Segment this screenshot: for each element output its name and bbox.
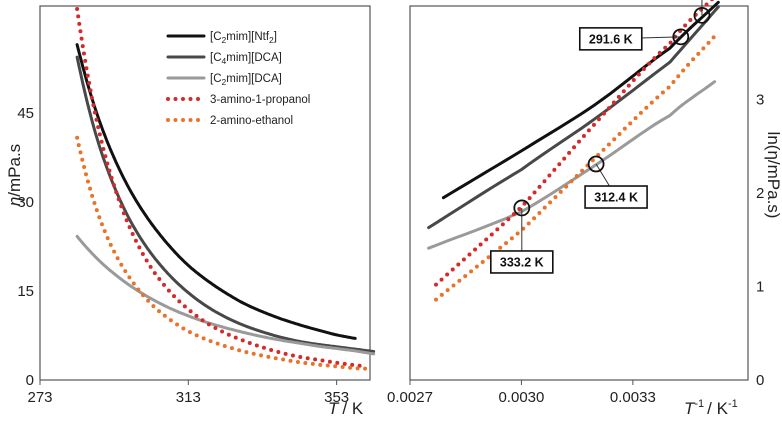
left-y-ticks: 0 15 30 45 xyxy=(17,105,34,389)
legend-label-text: [C xyxy=(210,31,222,43)
right-series-line-1 xyxy=(427,5,720,230)
right-y-tick-label: 3 xyxy=(756,92,764,109)
legend-label-text: mim][Ntf xyxy=(226,31,270,43)
left-x-ticks: 273 313 353 xyxy=(27,380,349,406)
legend-label-text: 3-amino-1-propanol xyxy=(210,94,310,106)
right-x-label-unit-sup: -1 xyxy=(728,398,738,410)
legend-label-text: ] xyxy=(274,31,277,43)
legend-label-text: [C xyxy=(210,52,222,64)
right-plot-frame xyxy=(409,5,749,381)
left-x-tick-label: 273 xyxy=(27,389,52,406)
legend-label: 2-amino-ethanol xyxy=(210,115,293,127)
left-x-tick-label: 353 xyxy=(324,389,349,406)
callout-circle-marker xyxy=(587,155,605,173)
callout-circle-marker xyxy=(693,6,711,24)
left-x-label-var: T xyxy=(328,399,340,418)
right-series-line-3 xyxy=(434,0,715,287)
right-y-tick-label: 2 xyxy=(756,185,764,202)
callout-circle-marker xyxy=(672,28,690,46)
callout-box xyxy=(489,250,554,274)
legend-label: 3-amino-1-propanol xyxy=(210,94,310,106)
left-y-tick-label: 15 xyxy=(17,283,34,300)
right-x-tick-label: 0.0033 xyxy=(610,389,656,406)
right-x-axis-label: T-1/ K-1 xyxy=(684,398,738,418)
left-series-line-2 xyxy=(75,234,376,356)
callout-box xyxy=(584,185,648,209)
left-y-tick-label: 30 xyxy=(17,194,34,211)
legend-label-text: mim][DCA] xyxy=(226,73,282,85)
left-series-line-3 xyxy=(75,7,369,369)
right-series-line-2 xyxy=(427,80,717,250)
legend-label: [C4mim][DCA] xyxy=(210,52,282,66)
right-x-label-var: T xyxy=(684,399,696,418)
left-y-axis-label: η/mPa.s xyxy=(5,144,24,206)
right-y-tick-label: 0 xyxy=(756,372,764,389)
legend-label: [C2mim][Ntf2] xyxy=(210,31,277,45)
left-y-tick-label: 0 xyxy=(26,372,34,389)
left-y-label-unit: /mPa.s xyxy=(5,144,24,197)
left-series-line-4 xyxy=(75,135,369,371)
left-series-line-0 xyxy=(75,43,357,340)
left-y-label-var: η xyxy=(5,197,24,206)
legend-label-text: [C xyxy=(210,73,222,85)
legend: [C2mim][Ntf2][C4mim][DCA][C2mim][DCA]3-a… xyxy=(166,31,310,127)
right-y-axis-label: ln(η/mPa.s) xyxy=(764,132,782,219)
legend-label: [C2mim][DCA] xyxy=(210,73,282,87)
right-x-label-sup: -1 xyxy=(694,398,704,410)
left-series-group xyxy=(75,7,376,371)
legend-label-subscript: 2 xyxy=(269,35,274,45)
right-x-ticks: 0.0027 0.0030 0.0033 xyxy=(387,380,656,406)
right-y-ticks: 0 1 2 3 xyxy=(756,92,764,390)
right-x-tick-label: 0.0027 xyxy=(387,389,433,406)
legend-label-text: 2-amino-ethanol xyxy=(210,115,293,127)
callout-circle-marker xyxy=(513,199,531,217)
legend-label-subscript: 4 xyxy=(222,56,227,66)
legend-label-subscript: 2 xyxy=(222,35,227,45)
legend-label-subscript: 2 xyxy=(222,77,227,87)
left-x-tick-label: 313 xyxy=(176,389,201,406)
right-series-line-4 xyxy=(434,30,721,302)
legend-label-text: mim][DCA] xyxy=(226,52,282,64)
callout-label: 291.6 K xyxy=(589,32,633,46)
right-y-tick-label: 1 xyxy=(756,279,764,296)
right-x-label-unit: / K xyxy=(707,399,728,418)
right-series-group xyxy=(427,0,721,302)
left-plot-frame xyxy=(39,5,371,381)
right-x-tick-label: 0.0030 xyxy=(498,389,544,406)
left-y-tick-label: 45 xyxy=(17,105,34,122)
callout-label: 312.4 K xyxy=(594,191,638,205)
left-series-line-1 xyxy=(75,55,376,353)
callout-label: 333.2 K xyxy=(500,255,544,269)
left-x-label-unit: / K xyxy=(342,399,363,418)
callout-box xyxy=(578,27,643,51)
left-x-axis-label: T / K xyxy=(328,399,364,418)
